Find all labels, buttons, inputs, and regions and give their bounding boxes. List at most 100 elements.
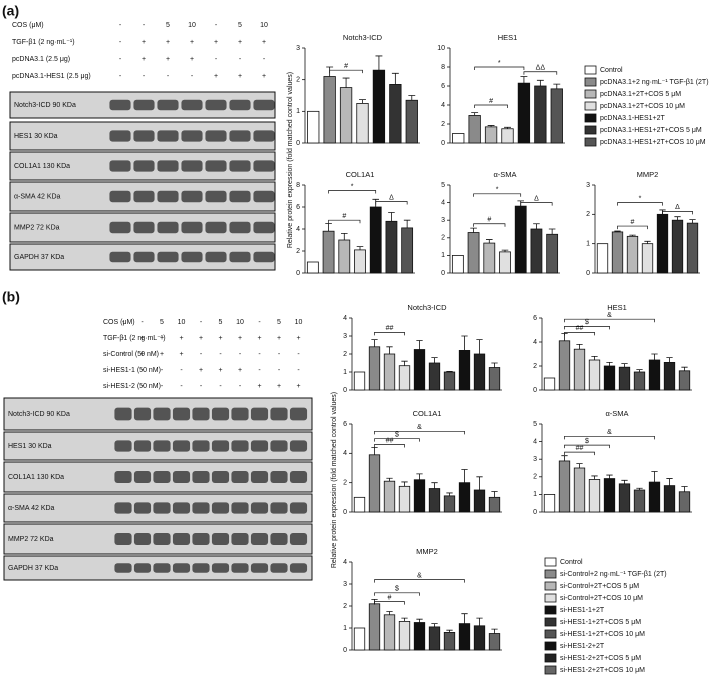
y-tick-label: 2 [343,603,347,610]
bar [648,359,661,391]
blot-label: COL1A1 130 KDa [14,163,70,170]
blot-band [229,251,251,263]
bar [501,128,514,144]
blot-label: Notch3-ICD 90 KDa [8,411,70,418]
blot-band [157,221,179,234]
blot-label-bg [11,99,99,111]
bar [353,627,366,651]
significance-label: & [607,429,612,436]
significance-bracket [617,225,648,230]
treatment-cell: + [179,335,183,342]
blot-band [109,160,131,172]
blot-band [133,533,152,545]
bar [368,346,381,391]
significance-label: Δ [534,195,539,202]
error-bar [629,234,636,237]
significance-label: # [631,219,635,226]
chart-title: COL1A1 [346,170,375,179]
y-tick-label: 2 [441,121,445,128]
bar [323,76,336,144]
treatment-cell: - [219,351,222,358]
significance-label: $ [585,319,589,326]
significance-bracket [329,69,363,74]
blot-band [192,407,210,421]
error-bar [501,249,509,252]
blot-band [172,407,191,421]
bar [428,488,441,513]
treatment-cell: + [166,39,170,46]
blot-band [133,502,152,514]
y-tick-label: 2 [343,480,347,487]
panel-label: (b) [2,289,20,305]
blot-band [211,440,230,452]
error-bar [386,346,393,354]
treatment-cell: - [258,319,261,326]
y-tick-label: 1 [586,241,590,248]
error-bar [476,476,483,490]
blot-label: Notch3-ICD 90 KDa [14,102,76,109]
error-bar [388,212,395,222]
blot-band [270,533,288,545]
blot-band [153,440,171,452]
legend-swatch [544,569,557,579]
blot-band [157,130,179,142]
blot-band [205,190,227,203]
treatment-cell: - [180,383,183,390]
error-bar [681,486,688,492]
blot-band [211,407,230,421]
blot-band [181,99,203,111]
chart-title: Notch3-ICD [343,33,383,42]
error-bar [461,335,468,351]
bar [468,115,481,144]
treatment-cell: + [296,335,300,342]
blot-band [172,533,191,545]
significance-label: & [607,312,612,319]
significance-bracket [474,66,525,70]
treatment-cell: - [122,383,125,390]
error-bar [446,371,453,372]
bar [678,491,691,513]
blot-band [157,190,179,203]
treatment-cell: - [141,367,144,374]
blot-band [270,502,288,514]
significance-bracket [374,438,420,442]
treatment-cell: - [263,56,266,63]
treatment-cell: + [238,73,242,80]
treatment-cell: + [140,351,144,358]
y-tick-label: 8 [296,182,300,189]
y-tick-label: 0 [441,140,445,147]
error-bar [386,477,393,482]
error-bar [356,246,364,250]
bar [550,88,563,144]
blot-band [133,221,155,234]
y-tick-label: 6 [343,421,347,428]
blot-band [153,471,171,483]
bar [514,205,527,274]
significance-bracket [474,104,508,108]
treatment-cell: - [180,367,183,374]
y-tick-label: 0 [533,509,537,516]
significance-label: # [344,63,348,70]
blot-band [157,251,179,263]
chart-title: MMP2 [637,170,659,179]
bar [353,371,366,391]
bar [603,365,616,391]
blot-band [192,502,210,514]
error-bar [621,479,628,484]
legend-swatch [544,557,557,567]
y-tick-label: 3 [586,182,590,189]
legend-swatch [544,617,557,627]
blot-band [109,221,131,234]
y-tick-label: 6 [441,83,445,90]
blot-label-bg [11,190,99,203]
significance-label: ## [386,325,394,332]
bar [458,623,471,651]
blot-band [114,440,132,452]
treatment-cell: + [142,56,146,63]
y-tick-label: 0 [296,270,300,277]
y-tick-label: 4 [343,315,347,322]
blot-label: α-SMA 42 KDa [8,505,55,512]
bar [618,366,631,391]
blot-band [229,160,251,172]
blot-band [231,407,249,421]
